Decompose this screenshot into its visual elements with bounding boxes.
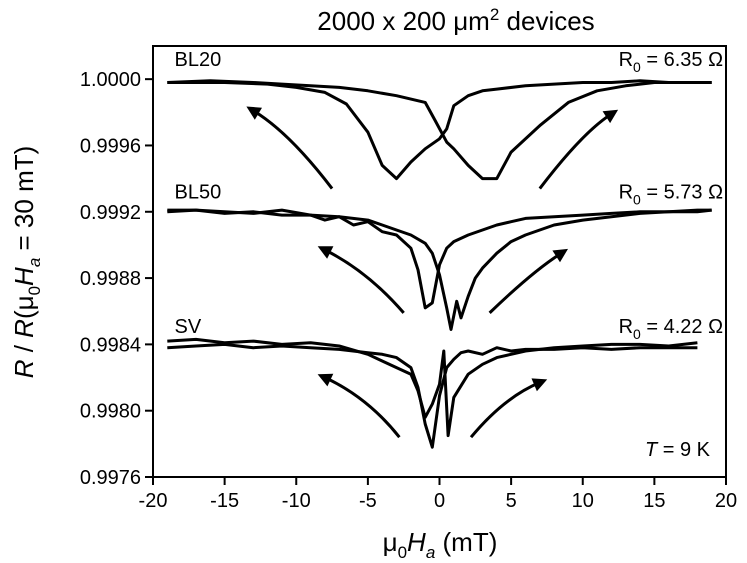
r0-subscript: 0 (633, 326, 641, 342)
temperature-label: T = 9 K (645, 439, 711, 461)
series-layer (167, 79, 712, 449)
y-tick-label: 0.9976 (80, 467, 141, 489)
sweep-arrow-head (602, 109, 619, 124)
temperature-symbol: T (645, 439, 659, 461)
r0-symbol: R (619, 49, 633, 71)
y-tick-label: 0.9992 (80, 202, 141, 224)
data-series-line (167, 337, 698, 438)
x-tick-label: -15 (210, 490, 239, 512)
y-tick-label: 1.0000 (80, 69, 141, 91)
x-tick-label: 5 (506, 490, 517, 512)
chart-title-text: 2000 x 200 μm (317, 6, 490, 36)
sweep-arrow-curve (324, 248, 405, 314)
x-tick-label: 0 (434, 490, 445, 512)
r0-subscript: 0 (633, 59, 641, 75)
y-tick-label: 0.9988 (80, 268, 141, 290)
r0-value: = 5.73 Ω (641, 182, 723, 204)
data-series-line (167, 342, 698, 449)
chart-title-superscript: 2 (490, 5, 499, 24)
x-axis: -20 -15 -10 -5 0 5 10 15 20 (139, 477, 737, 512)
y-tick-label: 0.9980 (80, 401, 141, 423)
x-axis-label-h: H (407, 527, 426, 557)
sweep-arrow-curve (538, 112, 613, 190)
sweep-arrow-curve (469, 381, 541, 439)
r0-label: R0 = 4.22 Ω (619, 316, 724, 342)
sweep-arrow-head (531, 378, 548, 392)
sample-label: BL50 (174, 182, 221, 204)
sweep-arrow-head (317, 246, 334, 259)
x-tick-label: -5 (359, 490, 377, 512)
sweep-arrow-curve (324, 376, 401, 439)
arrow-layer (246, 106, 619, 439)
data-series-line (167, 208, 712, 331)
x-tick-label: -10 (282, 490, 311, 512)
y-axis: 0.9976 0.9980 0.9984 0.9988 0.9992 0.9996 1.00… (80, 69, 153, 489)
r0-label: R0 = 6.35 Ω (619, 49, 724, 75)
x-axis-label-mu-sub: 0 (398, 543, 407, 562)
sweep-arrow-curve (252, 109, 334, 190)
data-series-line (167, 79, 712, 181)
x-axis-label: μ0Ha (mT) (383, 527, 498, 562)
sweep-arrow-curve (488, 251, 563, 314)
chart-title-suffix: devices (499, 6, 594, 36)
x-tick-label: 10 (572, 490, 594, 512)
x-tick-label: 20 (715, 490, 737, 512)
r0-label: R0 = 5.73 Ω (619, 182, 724, 208)
sample-label: BL20 (174, 49, 221, 71)
r0-symbol: R (619, 182, 633, 204)
x-tick-label: 15 (643, 490, 665, 512)
sweep-arrow-head (552, 248, 568, 263)
y-tick-label: 0.9984 (80, 334, 141, 356)
r0-value: = 6.35 Ω (641, 49, 723, 71)
r0-subscript: 0 (633, 192, 641, 208)
r0-symbol: R (619, 316, 633, 338)
chart-title: 2000 x 200 μm2 devices (317, 5, 594, 36)
sweep-arrow-head (246, 106, 262, 120)
r0-value: = 4.22 Ω (641, 316, 723, 338)
y-tick-label: 0.9996 (80, 135, 141, 157)
y-axis-label: R / R(μ0Ha = 30 mT) (9, 146, 44, 379)
x-axis-label-unit: (mT) (435, 527, 497, 557)
data-series-line (167, 79, 712, 181)
x-tick-label: -20 (139, 490, 168, 512)
temperature-value: = 9 K (657, 439, 710, 461)
data-series-line (167, 208, 712, 310)
x-axis-label-mu: μ (383, 527, 398, 557)
sweep-arrow-head (317, 373, 334, 387)
sample-label: SV (174, 316, 201, 338)
x-axis-label-h-sub: a (426, 543, 435, 562)
